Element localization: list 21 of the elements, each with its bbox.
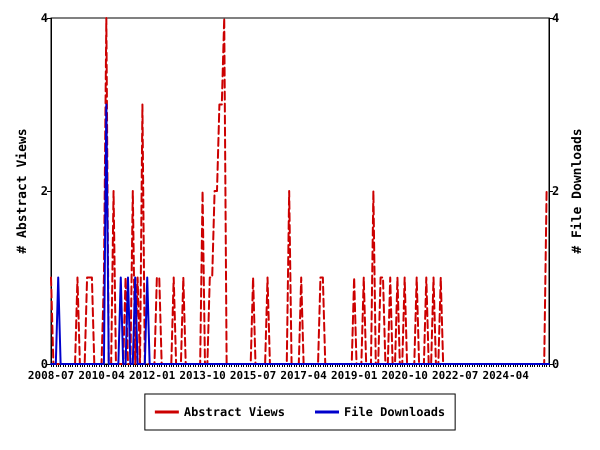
y2-axis-title: # File Downloads bbox=[570, 128, 585, 254]
x-tick-label: 2015-07 bbox=[230, 369, 276, 382]
y-axis-title: # Abstract Views bbox=[15, 128, 30, 254]
line-series bbox=[50, 17, 550, 365]
y2-tick-label: 0 bbox=[552, 357, 560, 371]
y-tick-label: 0 bbox=[40, 357, 48, 371]
x-tick-label: 2010-04 bbox=[78, 369, 126, 382]
y2-tick-label: 4 bbox=[552, 11, 560, 25]
legend-label: Abstract Views bbox=[184, 405, 286, 419]
y2-tick-label: 2 bbox=[552, 184, 560, 198]
x-tick-label: 2008-07 bbox=[28, 369, 74, 382]
x-tick-label: 2012-01 bbox=[128, 369, 176, 382]
x-tick-label: 2022-07 bbox=[432, 369, 478, 382]
x-tick-label: 2013-10 bbox=[179, 369, 226, 382]
x-tick-label: 2024-04 bbox=[482, 369, 530, 382]
y-tick-label: 4 bbox=[40, 11, 48, 25]
y-tick-label: 2 bbox=[40, 184, 48, 198]
legend-label: File Downloads bbox=[344, 405, 446, 419]
x-tick-label: 2019-01 bbox=[330, 369, 378, 382]
x-tick-label: 2020-10 bbox=[381, 369, 428, 382]
x-tick-label: 2017-04 bbox=[280, 369, 328, 382]
